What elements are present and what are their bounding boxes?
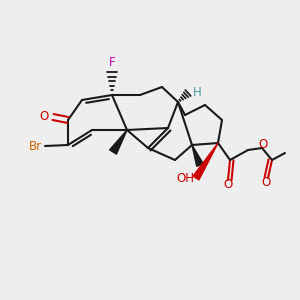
Polygon shape xyxy=(110,130,127,154)
Text: O: O xyxy=(40,110,49,124)
Polygon shape xyxy=(192,145,203,166)
Text: H: H xyxy=(193,86,202,100)
Text: F: F xyxy=(109,56,115,70)
Text: OH: OH xyxy=(176,172,194,184)
Polygon shape xyxy=(193,143,218,180)
Text: O: O xyxy=(258,137,268,151)
Text: Br: Br xyxy=(29,140,42,152)
Text: O: O xyxy=(261,176,271,188)
Text: O: O xyxy=(224,178,232,190)
